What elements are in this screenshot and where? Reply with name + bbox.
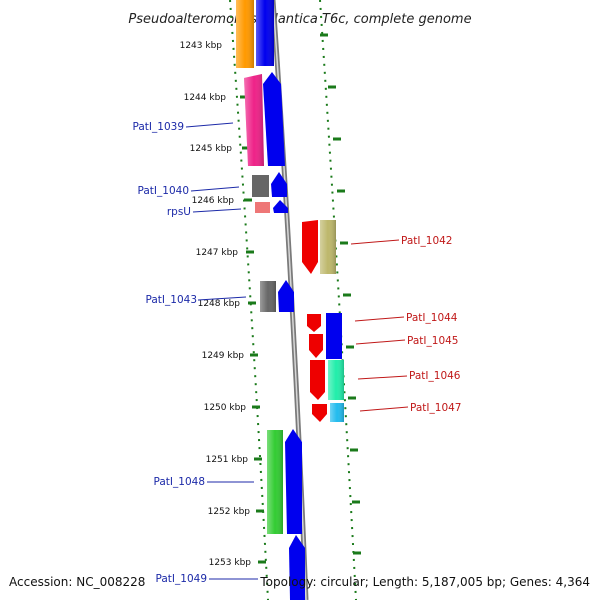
tick-label: 1253 kbp [209,558,252,568]
ruler-ticks [237,33,361,564]
gene-shade [328,360,344,400]
gene-label-pati-1040[interactable]: PatI_1040 [138,185,189,197]
topology-text: Topology: circular; Length: 5,187,005 bp… [259,575,590,589]
gene-label-pati-1047[interactable]: PatI_1047 [410,402,461,414]
gene-shade [330,403,344,422]
gene-shade [267,430,283,534]
gene-label-pati-1042[interactable]: PatI_1042 [401,235,452,247]
right-gene-labels: PatI_1042 PatI_1044 PatI_1045 PatI_1046 … [350,235,461,414]
gene-rpsu[interactable] [255,202,270,213]
tick-label: 1248 kbp [198,299,241,309]
gene-red-1045[interactable] [309,334,323,358]
gene-label-pati-1049[interactable]: PatI_1049 [156,573,207,585]
tick-label: 1244 kbp [184,93,227,103]
gene-blue-1[interactable] [263,72,285,166]
tick-label: 1249 kbp [202,351,245,361]
tick-label: 1251 kbp [206,455,249,465]
tick-label: 1246 kbp [192,196,235,206]
gene-label-pati-1048[interactable]: PatI_1048 [154,476,205,488]
gene-shade [236,0,254,68]
tick-label: 1245 kbp [190,144,233,154]
gene-label-rpsu[interactable]: rpsU [167,206,191,218]
gene-label-pati-1046[interactable]: PatI_1046 [409,370,461,382]
gene-blue-3[interactable] [273,200,288,213]
gene-label-pati-1045[interactable]: PatI_1045 [407,335,458,347]
gene-red-1044[interactable] [307,314,321,332]
tick-label: 1243 kbp [180,41,223,51]
map-title: Pseudoalteromonas atlantica T6c, complet… [128,12,471,27]
tick-label: 1250 kbp [204,403,247,413]
ruler-dotted-right [319,0,357,600]
tick-label: 1252 kbp [208,507,251,517]
gene-red-1047[interactable] [312,404,327,422]
gene-label-pati-1039[interactable]: PatI_1039 [133,121,184,133]
ruler-tick-labels: 1243 kbp 1244 kbp 1245 kbp 1246 kbp 1247… [180,41,252,568]
gene-shade [244,74,264,166]
gene-shade [256,0,274,66]
gene-shade [320,220,336,274]
gene-blue-4[interactable] [278,280,294,312]
gene-shade [260,281,276,312]
gene-pati-1044[interactable] [326,313,342,359]
tick-label: 1247 kbp [196,248,239,258]
gene-blue-5[interactable] [285,429,302,534]
gene-red-1046[interactable] [310,360,325,400]
left-gene-labels: PatI_1039 PatI_1040 rpsU PatI_1043 PatI_… [133,121,258,585]
gene-label-pati-1044[interactable]: PatI_1044 [406,312,458,324]
gene-red-1042[interactable] [302,220,318,274]
accession-text: Accession: NC_008228 [9,575,145,589]
gene-label-pati-1043[interactable]: PatI_1043 [146,294,197,306]
gene-blue-2[interactable] [271,172,287,197]
gene-pati-1040[interactable] [252,175,269,197]
gene-pati-1049[interactable] [289,535,305,600]
